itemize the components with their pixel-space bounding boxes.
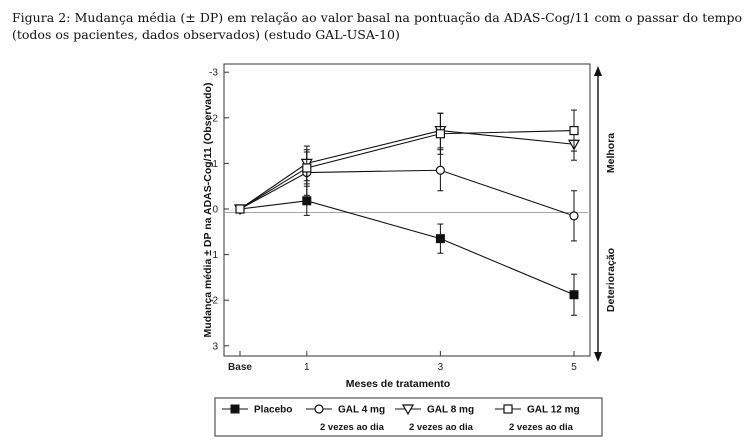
x-tick-label-1: 1 — [304, 362, 310, 373]
direction-arrow-up — [594, 66, 602, 76]
data-point-0-1 — [302, 196, 312, 206]
series-1 — [235, 149, 579, 242]
data-point-3-0 — [235, 204, 245, 214]
x-tick-label-0: Base — [228, 362, 252, 373]
y-tick-label-1: -2 — [209, 113, 218, 124]
y-tick-label-2: -1 — [209, 159, 218, 170]
legend-sublabel-1: 2 vezes ao dia — [320, 422, 385, 433]
x-axis-title: Meses de tratamento — [346, 378, 450, 390]
plot-frame — [223, 63, 591, 357]
data-point-1-3 — [569, 211, 579, 221]
series-3 — [235, 109, 579, 214]
direction-arrow-down — [594, 352, 602, 362]
legend-marker-0 — [230, 404, 240, 414]
data-point-3-3 — [569, 125, 579, 136]
legend-label-2: GAL 8 mg — [427, 405, 474, 416]
data-point-0-3 — [569, 290, 579, 300]
legend-label-0: Placebo — [254, 405, 292, 416]
x-tick-label-2: 3 — [438, 362, 444, 373]
data-point-3-1 — [302, 163, 312, 173]
x-tick-label-3: 5 — [571, 362, 577, 373]
y-tick-label-5: 2 — [212, 296, 218, 307]
legend-box — [214, 397, 603, 437]
legend-label-3: GAL 12 mg — [527, 405, 580, 416]
legend-marker-3 — [503, 404, 513, 414]
data-point-3-2 — [435, 129, 445, 139]
y-tick-label-0: -3 — [209, 68, 218, 79]
y-tick-label-4: 1 — [212, 250, 218, 261]
y-tick-label-3: 0 — [212, 205, 218, 216]
data-point-1-2 — [435, 165, 445, 175]
series-0 — [235, 185, 579, 316]
legend-marker-2 — [401, 404, 415, 416]
y-tick-label-6: 3 — [212, 341, 218, 352]
legend-sublabel-3: 2 vezes ao dia — [509, 422, 574, 433]
series-line-3 — [239, 130, 575, 210]
series-line-0 — [239, 200, 575, 296]
series-line-2 — [239, 130, 575, 210]
legend-label-1: GAL 4 mg — [338, 405, 385, 416]
y-axis-title: Mudança média ± DP na ADAS-Cog/11 (Obser… — [202, 83, 214, 338]
side-label-deterioration: Deterioração — [605, 248, 617, 312]
legend-sublabel-2: 2 vezes ao dia — [409, 422, 474, 433]
legend: Placebo GAL 4 mg 2 vezes ao dia GAL 8 mg 2 v… — [214, 397, 603, 437]
figure-caption: Figura 2: Mudança média (± DP) em relaçã… — [12, 10, 742, 42]
series-line-1 — [239, 169, 575, 217]
legend-marker-1 — [314, 404, 324, 414]
side-label-improvement: Melhora — [605, 133, 617, 173]
data-point-0-2 — [435, 234, 445, 244]
series-2 — [233, 112, 581, 216]
